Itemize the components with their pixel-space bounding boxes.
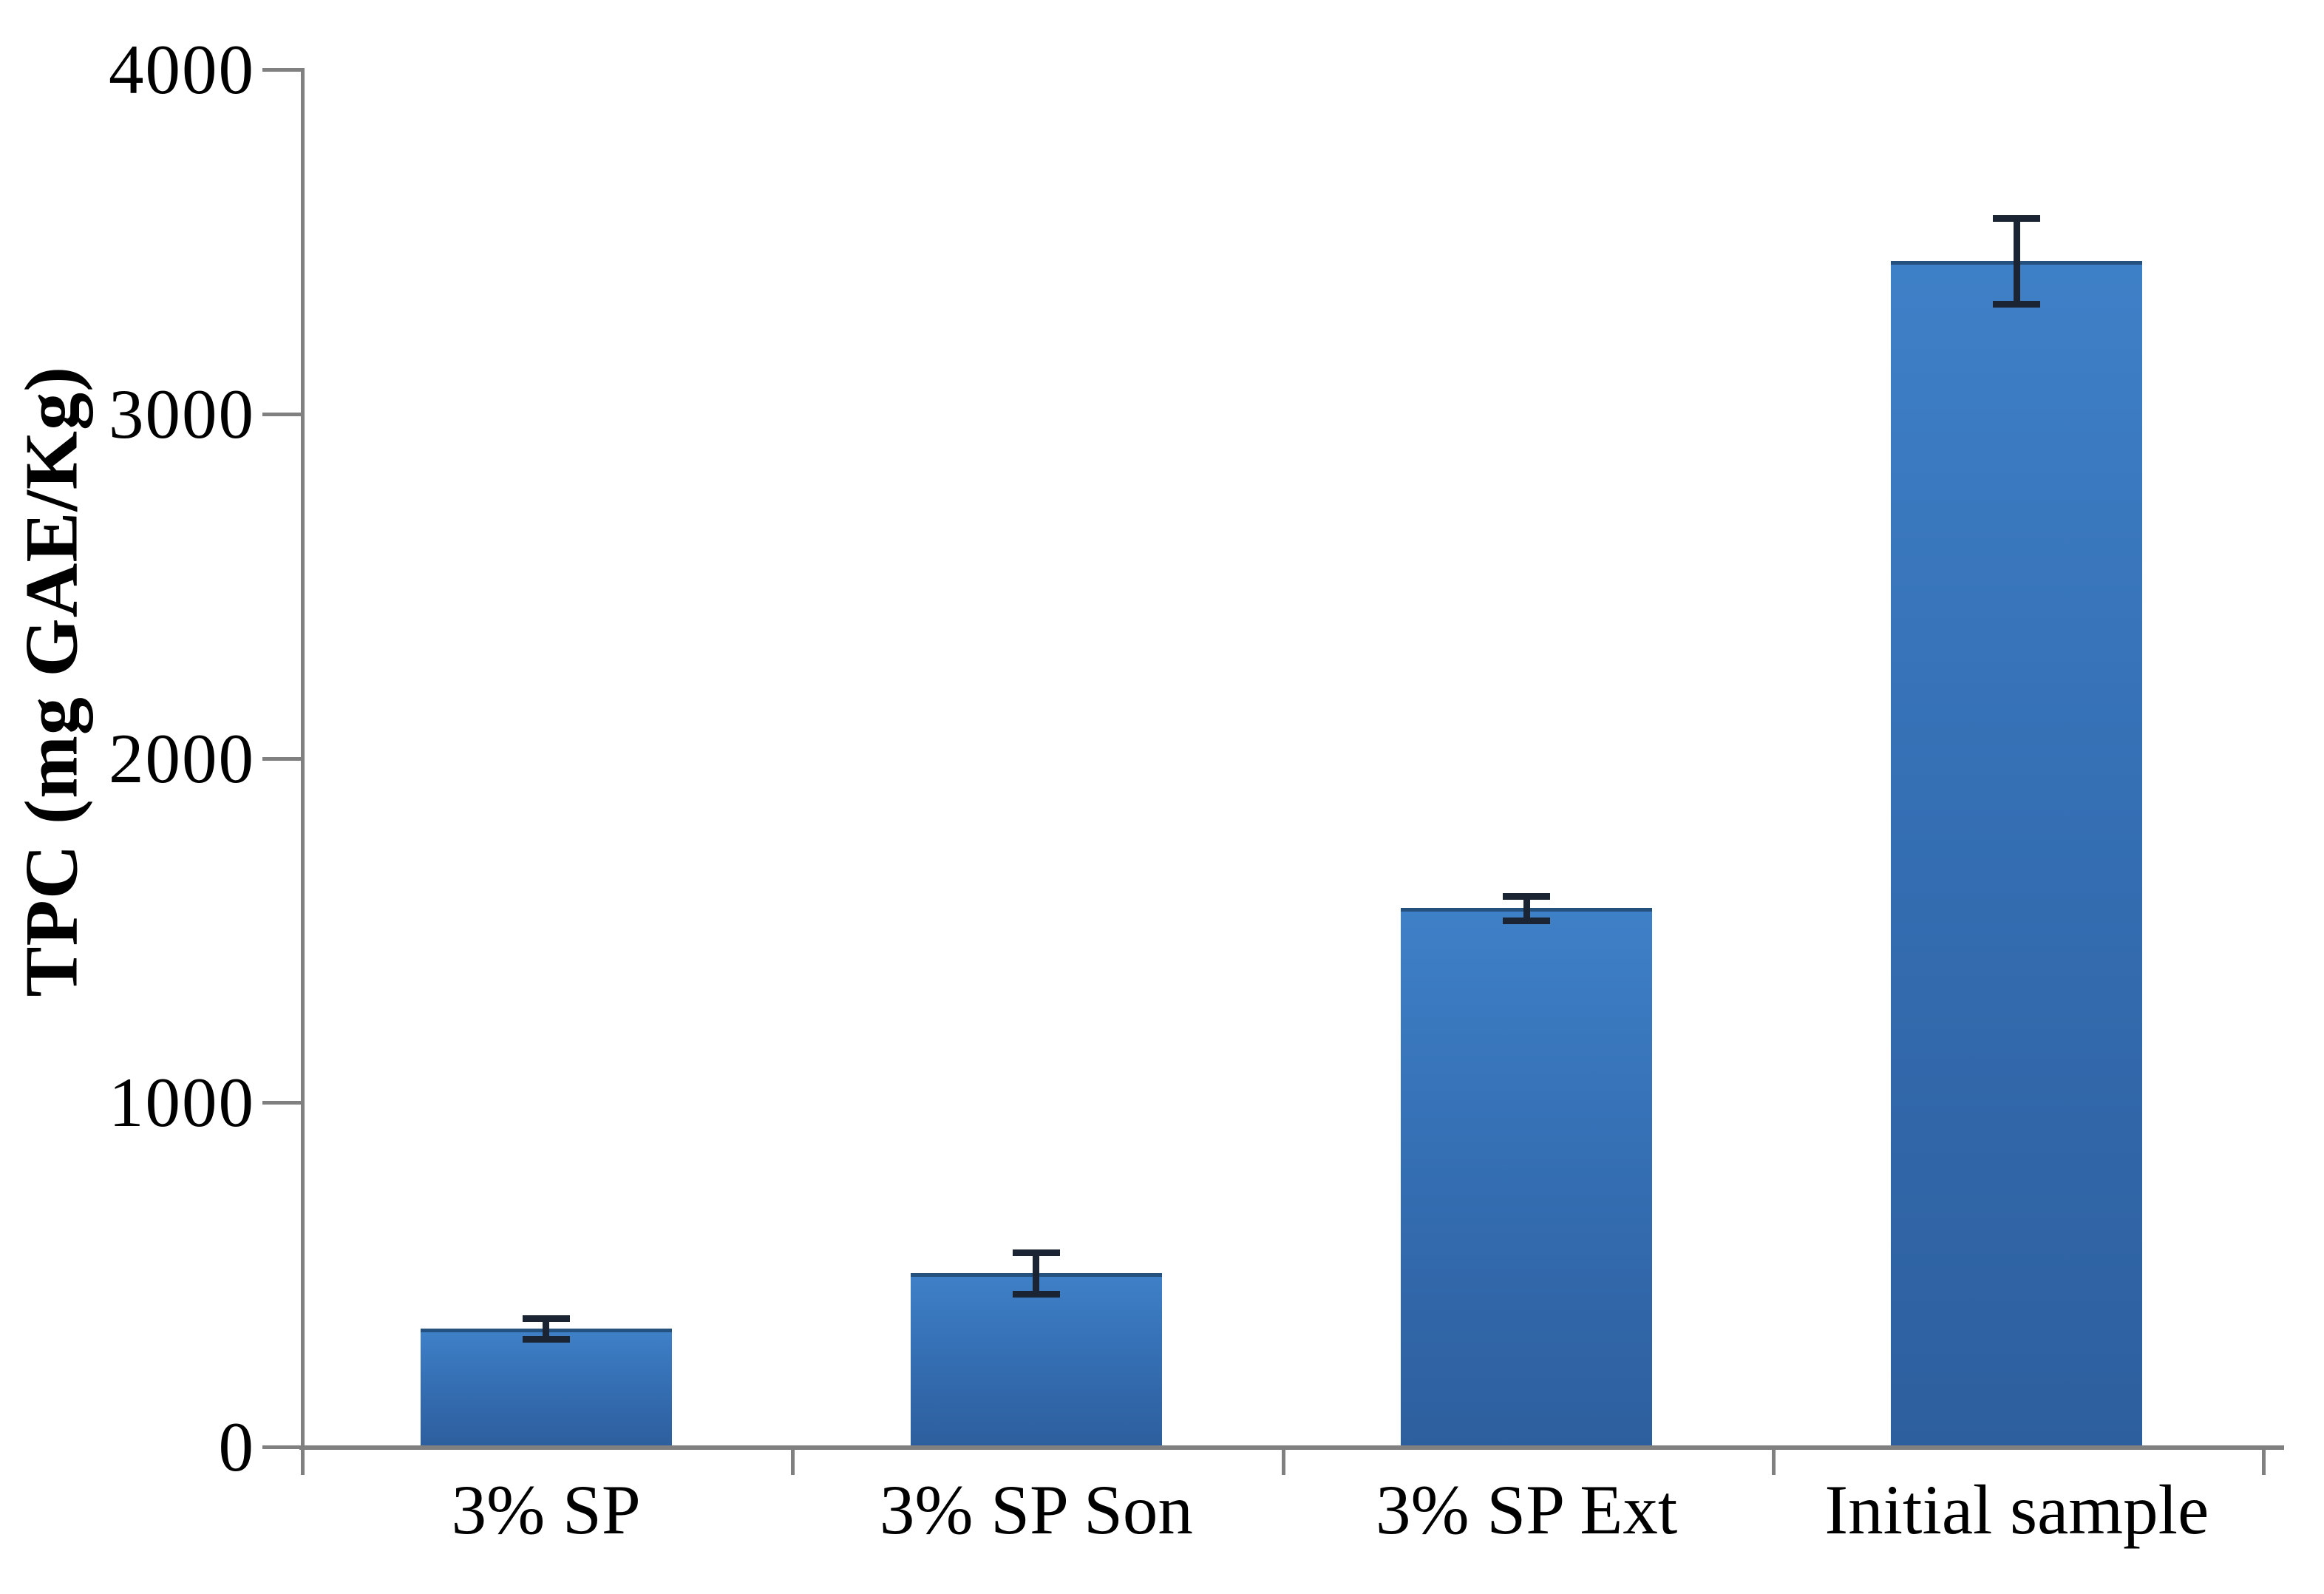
error-bar-cap-top-3 (1503, 893, 1551, 901)
error-bar-cap-bottom-4 (1993, 301, 2041, 308)
y-tick-mark (262, 756, 301, 761)
y-tick-label: 2000 (109, 719, 255, 798)
error-bar-cap-bottom-1 (522, 1335, 570, 1343)
error-bar-line-2 (1033, 1252, 1040, 1295)
error-bar-line-4 (2013, 217, 2020, 305)
bar-3 (1401, 908, 1653, 1445)
y-axis-title: TPC (mg GAE/Kg) (10, 365, 94, 997)
bar-4 (1891, 260, 2143, 1445)
x-tick-mark (1281, 1448, 1285, 1475)
error-bar-line-1 (543, 1317, 550, 1339)
x-tick-mark (791, 1448, 795, 1475)
y-tick-label: 3000 (109, 374, 255, 453)
y-tick-label: 0 (218, 1408, 255, 1486)
y-tick-mark (262, 68, 301, 72)
x-axis-line (299, 1445, 2284, 1450)
category-label-2: 3% SP Son (879, 1471, 1193, 1549)
bar-2 (910, 1273, 1162, 1445)
category-label-1: 3% SP (451, 1471, 641, 1549)
category-label-4: Initial sample (1824, 1471, 2209, 1549)
x-tick-mark (2262, 1448, 2266, 1475)
error-bar-cap-top-1 (522, 1315, 570, 1322)
y-tick-mark (262, 412, 301, 416)
y-axis-line (301, 68, 305, 1450)
x-tick-mark (1771, 1448, 1776, 1475)
x-tick-mark (301, 1448, 305, 1475)
category-label-3: 3% SP Ext (1376, 1471, 1678, 1549)
error-bar-cap-bottom-3 (1503, 917, 1551, 924)
y-tick-mark (262, 1101, 301, 1105)
y-tick-mark (262, 1445, 301, 1449)
error-bar-cap-bottom-2 (1012, 1291, 1060, 1298)
y-tick-label: 1000 (109, 1063, 255, 1142)
error-bar-cap-top-2 (1012, 1249, 1060, 1257)
y-tick-label: 4000 (109, 30, 255, 109)
error-bar-cap-top-4 (1993, 214, 2041, 222)
error-bar-line-3 (1523, 896, 1530, 920)
bar-1 (420, 1328, 672, 1445)
